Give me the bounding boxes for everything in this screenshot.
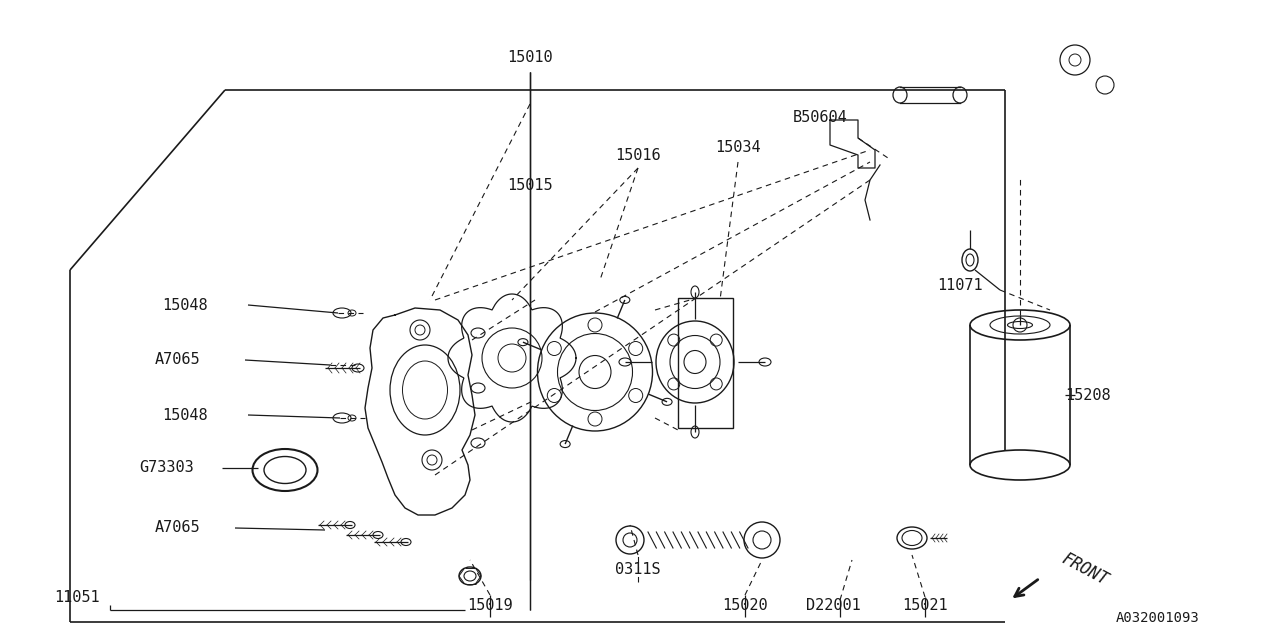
Text: G73303: G73303 bbox=[140, 461, 195, 476]
Text: 11051: 11051 bbox=[54, 591, 100, 605]
Text: A032001093: A032001093 bbox=[1116, 611, 1201, 625]
Text: A7065: A7065 bbox=[155, 520, 201, 536]
Text: 11071: 11071 bbox=[937, 278, 983, 292]
Text: 15016: 15016 bbox=[616, 147, 660, 163]
Text: 15010: 15010 bbox=[507, 51, 553, 65]
Text: 15048: 15048 bbox=[163, 298, 207, 312]
Text: 15048: 15048 bbox=[163, 408, 207, 422]
Text: D22001: D22001 bbox=[805, 598, 860, 612]
Text: 15020: 15020 bbox=[722, 598, 768, 612]
Text: B50604: B50604 bbox=[792, 111, 847, 125]
Text: 15021: 15021 bbox=[902, 598, 947, 612]
Text: 15019: 15019 bbox=[467, 598, 513, 612]
Text: 15208: 15208 bbox=[1065, 387, 1111, 403]
Text: 15034: 15034 bbox=[716, 141, 760, 156]
Text: 0311S: 0311S bbox=[616, 563, 660, 577]
Text: FRONT: FRONT bbox=[1059, 550, 1111, 589]
Text: 15015: 15015 bbox=[507, 177, 553, 193]
Text: A7065: A7065 bbox=[155, 353, 201, 367]
